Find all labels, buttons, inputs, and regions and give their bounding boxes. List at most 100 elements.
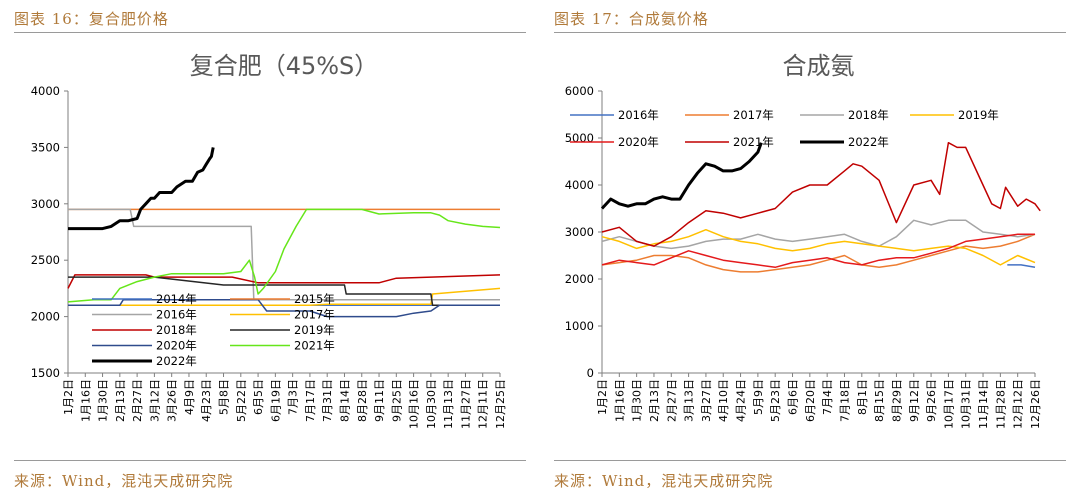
y-tick-label: 6000 bbox=[565, 84, 594, 98]
series-line bbox=[67, 274, 501, 289]
legend-label: 2022年 bbox=[156, 354, 197, 368]
legend-label: 2019年 bbox=[958, 108, 999, 122]
x-tick-label: 5月23日 bbox=[769, 379, 782, 422]
x-tick-label: 8月14日 bbox=[338, 379, 351, 422]
x-tick-label: 1月30日 bbox=[631, 379, 644, 422]
x-tick-label: 8月28日 bbox=[356, 379, 369, 422]
legend-label: 2015年 bbox=[294, 292, 335, 306]
x-tick-label: 11月28日 bbox=[994, 379, 1007, 429]
x-tick-label: 5月22日 bbox=[235, 379, 248, 422]
x-tick-label: 2月27日 bbox=[131, 379, 144, 422]
y-tick-label: 4000 bbox=[565, 178, 594, 192]
x-tick-label: 7月4日 bbox=[821, 379, 834, 415]
divider bbox=[14, 32, 526, 33]
x-tick-label: 5月8日 bbox=[218, 379, 231, 415]
x-tick-label: 9月12日 bbox=[908, 379, 921, 422]
legend-label: 2021年 bbox=[294, 339, 335, 353]
series-line bbox=[68, 276, 500, 307]
x-tick-label: 2月27日 bbox=[665, 379, 678, 422]
series-line bbox=[68, 147, 215, 231]
chart-title: 合成氨 bbox=[783, 52, 855, 80]
divider bbox=[554, 32, 1066, 33]
x-tick-label: 8月15日 bbox=[873, 379, 886, 422]
x-tick-label: 6月19日 bbox=[269, 379, 282, 422]
legend-label: 2019年 bbox=[294, 323, 335, 337]
figure-title: 图表 17：合成氨价格 bbox=[554, 10, 709, 28]
y-tick-label: 3500 bbox=[31, 140, 60, 154]
legend-label: 2021年 bbox=[733, 135, 774, 149]
x-tick-label: 9月25日 bbox=[390, 379, 403, 422]
legend-label: 2017年 bbox=[733, 108, 774, 122]
x-tick-label: 12月25日 bbox=[494, 379, 507, 429]
legend-label: 2022年 bbox=[848, 135, 889, 149]
legend-label: 2014年 bbox=[156, 292, 197, 306]
x-tick-label: 4月10日 bbox=[717, 379, 730, 422]
x-tick-label: 1月2日 bbox=[62, 379, 75, 415]
x-tick-label: 2月13日 bbox=[648, 379, 661, 422]
legend-label: 2020年 bbox=[618, 135, 659, 149]
x-tick-label: 12月26日 bbox=[1029, 379, 1042, 429]
x-tick-label: 3月27日 bbox=[700, 379, 713, 422]
source-note: 来源：Wind，混沌天成研究院 bbox=[14, 472, 234, 490]
series-line bbox=[601, 233, 1035, 269]
series-line bbox=[601, 141, 1041, 247]
y-tick-label: 2500 bbox=[31, 253, 60, 267]
x-tick-label: 12月11日 bbox=[477, 379, 490, 429]
legend-label: 2020年 bbox=[156, 339, 197, 353]
source-note: 来源：Wind，混沌天成研究院 bbox=[554, 472, 774, 490]
x-tick-label: 3月13日 bbox=[683, 379, 696, 422]
x-tick-label: 1月16日 bbox=[613, 379, 626, 422]
y-tick-label: 5000 bbox=[565, 131, 594, 145]
series-line bbox=[601, 233, 1036, 273]
x-tick-label: 11月13日 bbox=[442, 379, 455, 429]
series-line bbox=[601, 219, 1036, 250]
series-line bbox=[1007, 264, 1036, 269]
x-tick-label: 4月23日 bbox=[200, 379, 213, 422]
chart-title: 复合肥（45%S） bbox=[190, 52, 379, 80]
x-tick-label: 5月9日 bbox=[752, 379, 765, 415]
chart-panel-compound-fertilizer: 图表 16：复合肥价格 复合肥（45%S） 1500 2000 2500 3000 350… bbox=[14, 10, 526, 490]
y-tick-label: 2000 bbox=[565, 272, 594, 286]
x-tick-label: 2月13日 bbox=[114, 379, 127, 422]
x-tick-label: 11月27日 bbox=[459, 379, 472, 429]
x-tick-label: 1月2日 bbox=[596, 379, 609, 415]
x-tick-label: 6月20日 bbox=[804, 379, 817, 422]
x-tick-label: 10月30日 bbox=[425, 379, 438, 429]
x-tick-label: 3月12日 bbox=[148, 379, 161, 422]
y-tick-label: 3000 bbox=[31, 197, 60, 211]
legend-label: 2016年 bbox=[156, 308, 197, 322]
legend-label: 2017年 bbox=[294, 308, 335, 322]
synthetic-ammonia-price-chart: 合成氨 0 1000 2000 3000 4000 5000 6000 1月2日 1月16日 1月3… bbox=[565, 52, 1042, 429]
x-tick-label: 7月31日 bbox=[321, 379, 334, 422]
series-line bbox=[68, 287, 501, 307]
y-tick-label: 1000 bbox=[565, 319, 594, 333]
x-tick-label: 9月11日 bbox=[373, 379, 386, 422]
divider bbox=[14, 460, 526, 461]
x-tick-label: 10月16日 bbox=[408, 379, 421, 429]
x-tick-label: 4月9日 bbox=[183, 379, 196, 415]
series-line bbox=[68, 208, 500, 301]
y-tick-label: 3000 bbox=[565, 225, 594, 239]
series-line bbox=[601, 228, 1036, 266]
x-tick-label: 8月1日 bbox=[856, 379, 869, 415]
y-tick-label: 2000 bbox=[31, 310, 60, 324]
x-tick-label: 11月14日 bbox=[977, 379, 990, 429]
divider bbox=[554, 460, 1066, 461]
series-line bbox=[67, 208, 501, 303]
legend-label: 2018年 bbox=[848, 108, 889, 122]
x-tick-label: 6月6日 bbox=[787, 379, 800, 415]
series-line bbox=[600, 142, 763, 210]
compound-fertilizer-price-chart: 复合肥（45%S） 1500 2000 2500 3000 3500 4000 1月2日 1月1… bbox=[31, 52, 507, 429]
x-tick-label: 7月3日 bbox=[287, 379, 300, 415]
x-tick-label: 10月31日 bbox=[960, 379, 973, 429]
y-tick-label: 4000 bbox=[31, 84, 60, 98]
x-tick-label: 1月30日 bbox=[97, 379, 110, 422]
figure-title: 图表 16：复合肥价格 bbox=[14, 10, 169, 28]
x-tick-label: 10月17日 bbox=[942, 379, 955, 429]
y-tick-label: 1500 bbox=[31, 366, 60, 380]
x-tick-label: 7月17日 bbox=[304, 379, 317, 422]
x-tick-label: 9月26日 bbox=[925, 379, 938, 422]
x-tick-label: 12月12日 bbox=[1012, 379, 1025, 429]
legend-label: 2018年 bbox=[156, 323, 197, 337]
y-tick-label: 0 bbox=[587, 366, 594, 380]
